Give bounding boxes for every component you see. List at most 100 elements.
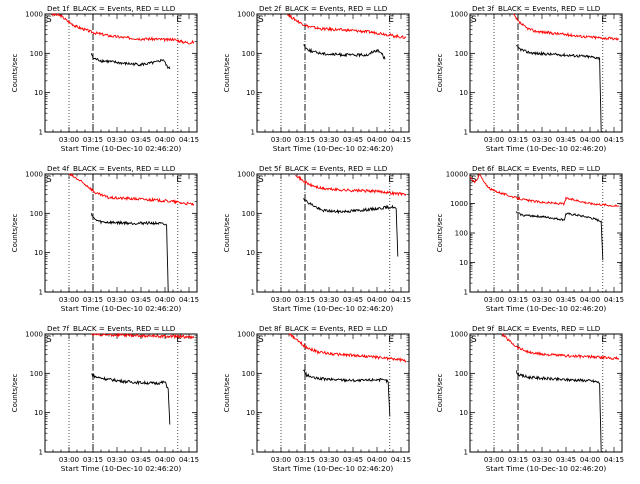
x-axis-label: Start Time (10-Dec-10 02:46:20) xyxy=(61,464,182,473)
x-tick-label: 03:15 xyxy=(508,136,528,144)
x-tick-label: 03:45 xyxy=(343,136,363,144)
x-tick-label: 03:30 xyxy=(107,296,127,304)
y-tick-label: 100 xyxy=(455,230,468,238)
series-events-line xyxy=(303,198,399,257)
y-tick-label: 10 xyxy=(459,89,468,97)
x-tick-label: 04:00 xyxy=(580,296,600,304)
chart-title: Det 2f xyxy=(259,4,282,13)
start-marker: S xyxy=(471,175,477,185)
x-tick-label: 04:15 xyxy=(179,136,199,144)
y-tick-label: 100 xyxy=(30,210,43,218)
plot-frame xyxy=(256,173,410,293)
chart-title: Det 7f xyxy=(47,324,70,333)
x-tick-label: 03:30 xyxy=(107,456,127,464)
x-axis-label: Start Time (10-Dec-10 02:46:20) xyxy=(273,144,394,153)
x-tick-label: 03:30 xyxy=(107,136,127,144)
chart-panel-2: Det 2f BLACK = Events, RED = LLD S E 1 10 100 1… xyxy=(223,4,411,153)
y-tick-label: 1 xyxy=(39,449,43,457)
x-axis-label: Start Time (10-Dec-10 02:46:20) xyxy=(486,144,607,153)
y-axis-label: Counts/sec xyxy=(11,54,19,93)
y-tick-label: 100 xyxy=(242,50,255,58)
y-tick-label: 1 xyxy=(251,289,255,297)
y-tick-label: 10 xyxy=(246,409,255,417)
y-tick-label: 100 xyxy=(242,370,255,378)
x-tick-label: 03:30 xyxy=(319,296,339,304)
x-tick-label: 04:15 xyxy=(179,456,199,464)
x-tick-label: 03:15 xyxy=(83,136,103,144)
y-tick-label: 100 xyxy=(242,210,255,218)
x-tick-label: 03:00 xyxy=(484,296,504,304)
y-tick-label: 1000 xyxy=(25,171,43,179)
series-lld-line xyxy=(295,174,407,197)
plot-frame xyxy=(469,13,623,133)
chart-title: Det 3f xyxy=(472,4,495,13)
x-axis-label: Start Time (10-Dec-10 02:46:20) xyxy=(486,304,607,313)
y-axis-label: Counts/sec xyxy=(223,214,231,253)
chart-panel-1: Det 1f BLACK = Events, RED = LLD S E 1 10 100 1… xyxy=(11,4,199,153)
y-axis-label: Counts/sec xyxy=(11,214,19,253)
series-events-line xyxy=(91,373,171,425)
series-events-line xyxy=(516,45,602,133)
x-tick-label: 03:45 xyxy=(556,456,576,464)
end-marker: E xyxy=(601,175,607,185)
x-tick-label: 03:45 xyxy=(131,136,151,144)
x-tick-label: 03:00 xyxy=(59,456,79,464)
x-tick-label: 03:00 xyxy=(484,136,504,144)
legend-text: BLACK = Events, RED = LLD xyxy=(73,324,176,333)
y-tick-label: 100 xyxy=(455,50,468,58)
x-tick-label: 03:15 xyxy=(295,136,315,144)
series-events-line xyxy=(515,370,602,453)
x-tick-label: 03:45 xyxy=(131,296,151,304)
y-tick-label: 1 xyxy=(464,449,468,457)
x-tick-label: 03:00 xyxy=(271,296,291,304)
x-tick-label: 03:15 xyxy=(83,456,103,464)
x-tick-label: 03:15 xyxy=(295,456,315,464)
chart-panel-5: Det 5f BLACK = Events, RED = LLD S E 1 10 100 1… xyxy=(223,164,411,313)
y-axis-label: Counts/sec xyxy=(223,374,231,413)
y-tick-label: 10 xyxy=(34,409,43,417)
y-axis-label: Counts/sec xyxy=(436,374,444,413)
x-tick-label: 03:30 xyxy=(532,296,552,304)
x-tick-label: 04:15 xyxy=(604,136,624,144)
x-tick-label: 04:15 xyxy=(391,136,411,144)
legend-text: BLACK = Events, RED = LLD xyxy=(498,324,601,333)
chart-title: Det 4f xyxy=(47,164,70,173)
y-tick-label: 100 xyxy=(30,50,43,58)
x-tick-label: 04:00 xyxy=(580,456,600,464)
x-tick-label: 03:15 xyxy=(83,296,103,304)
series-lld-line xyxy=(51,13,195,45)
x-tick-label: 03:45 xyxy=(556,136,576,144)
legend-text: BLACK = Events, RED = LLD xyxy=(285,4,388,13)
series-events-line xyxy=(303,369,391,417)
chart-panel-4: Det 4f BLACK = Events, RED = LLD S E 1 10 100 1… xyxy=(11,164,199,313)
x-tick-label: 04:00 xyxy=(580,136,600,144)
y-tick-label: 1 xyxy=(39,289,43,297)
plot-frame xyxy=(44,13,198,133)
start-marker: S xyxy=(46,15,52,25)
series-lld-line xyxy=(68,173,195,207)
chart-title: Det 8f xyxy=(259,324,282,333)
series-lld-line xyxy=(91,332,195,340)
x-tick-label: 03:00 xyxy=(59,136,79,144)
x-tick-label: 04:15 xyxy=(604,296,624,304)
legend-text: BLACK = Events, RED = LLD xyxy=(498,164,601,173)
chart-panel-9: Det 9f BLACK = Events, RED = LLD S E 1 10 100 1… xyxy=(436,324,624,473)
series-events-line xyxy=(515,211,604,261)
end-marker: E xyxy=(176,335,182,345)
chart-panel-3: Det 3f BLACK = Events, RED = LLD S E 1 10 100 1… xyxy=(436,4,624,153)
start-marker: S xyxy=(258,335,264,345)
y-tick-label: 10 xyxy=(246,249,255,257)
plot-frame xyxy=(256,13,410,133)
x-tick-label: 03:00 xyxy=(271,456,291,464)
end-marker: E xyxy=(388,15,394,25)
series-events-line xyxy=(303,44,386,60)
x-axis-label: Start Time (10-Dec-10 02:46:20) xyxy=(273,304,394,313)
y-tick-label: 100 xyxy=(455,370,468,378)
x-tick-label: 03:30 xyxy=(319,136,339,144)
x-tick-label: 04:00 xyxy=(155,296,175,304)
x-tick-label: 04:00 xyxy=(367,456,387,464)
y-tick-label: 1000 xyxy=(237,331,255,339)
series-events-line xyxy=(90,213,169,293)
legend-text: BLACK = Events, RED = LLD xyxy=(73,4,176,13)
end-marker: E xyxy=(388,175,394,185)
